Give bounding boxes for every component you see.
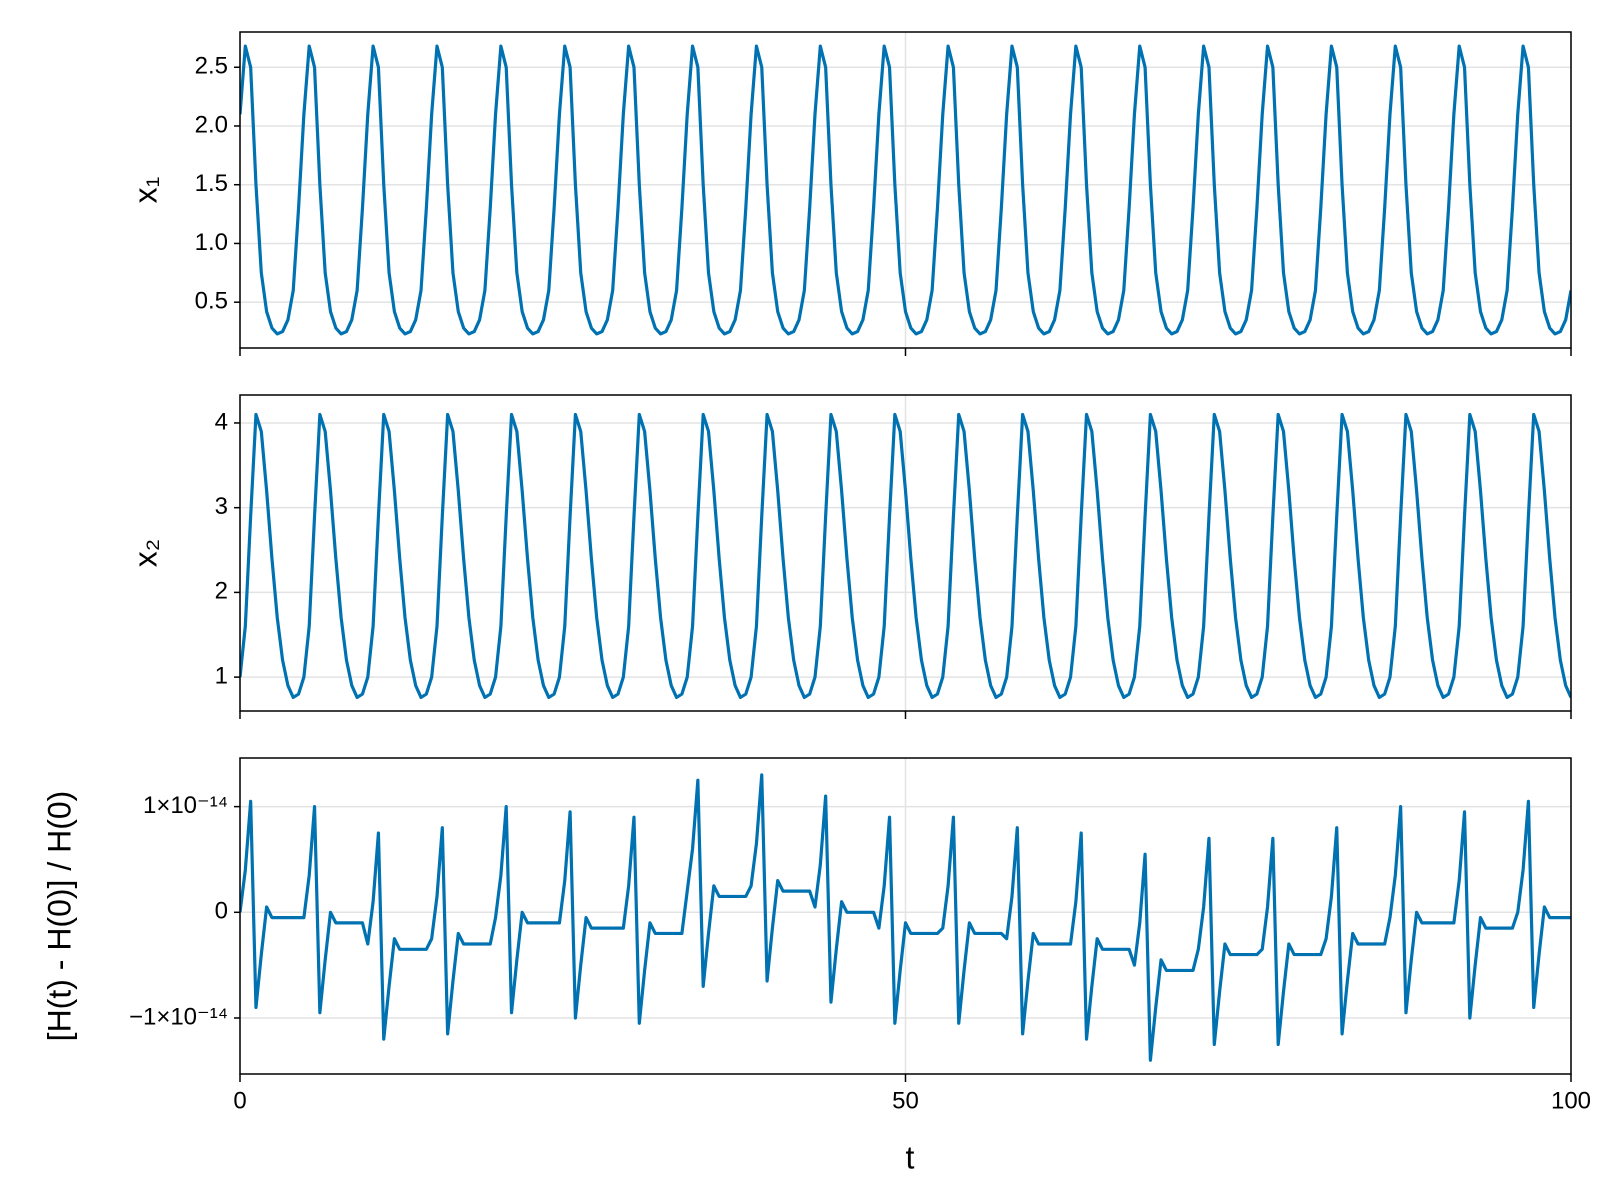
y-tick-label: 0: [215, 898, 228, 925]
y-tick-label: 4: [215, 408, 228, 435]
plot-frame: [239, 757, 1572, 1075]
y-tick-label: 3: [215, 493, 228, 520]
x-axis-label: t: [906, 1139, 915, 1175]
x-tick-label: 100: [1551, 1087, 1591, 1114]
y-tick-label: 2.5: [195, 53, 228, 80]
y-tick-label: 2.0: [195, 111, 228, 138]
y-axis-label: [H(t) - H(0)] / H(0): [41, 791, 77, 1042]
y-tick-label: 1.0: [195, 229, 228, 256]
y-tick-label: 0.5: [195, 288, 228, 315]
y-tick-label: 1: [215, 662, 228, 689]
data-line: [240, 773, 1571, 1062]
data-line: [240, 412, 1571, 700]
y-tick-label: 1.5: [195, 170, 228, 197]
plot-frame: [239, 394, 1572, 712]
x-tick-label: 50: [892, 1087, 919, 1114]
y-tick-label: 1×10⁻¹⁴: [143, 792, 228, 819]
y-axis-label: x₂: [127, 539, 163, 567]
y-tick-label: −1×10⁻¹⁴: [129, 1003, 228, 1030]
y-axis-label: x₁: [127, 177, 163, 204]
y-tick-label: 2: [215, 578, 228, 605]
x-tick-label: 0: [233, 1087, 246, 1114]
plot-frame: [239, 31, 1572, 349]
data-line: [240, 44, 1571, 336]
